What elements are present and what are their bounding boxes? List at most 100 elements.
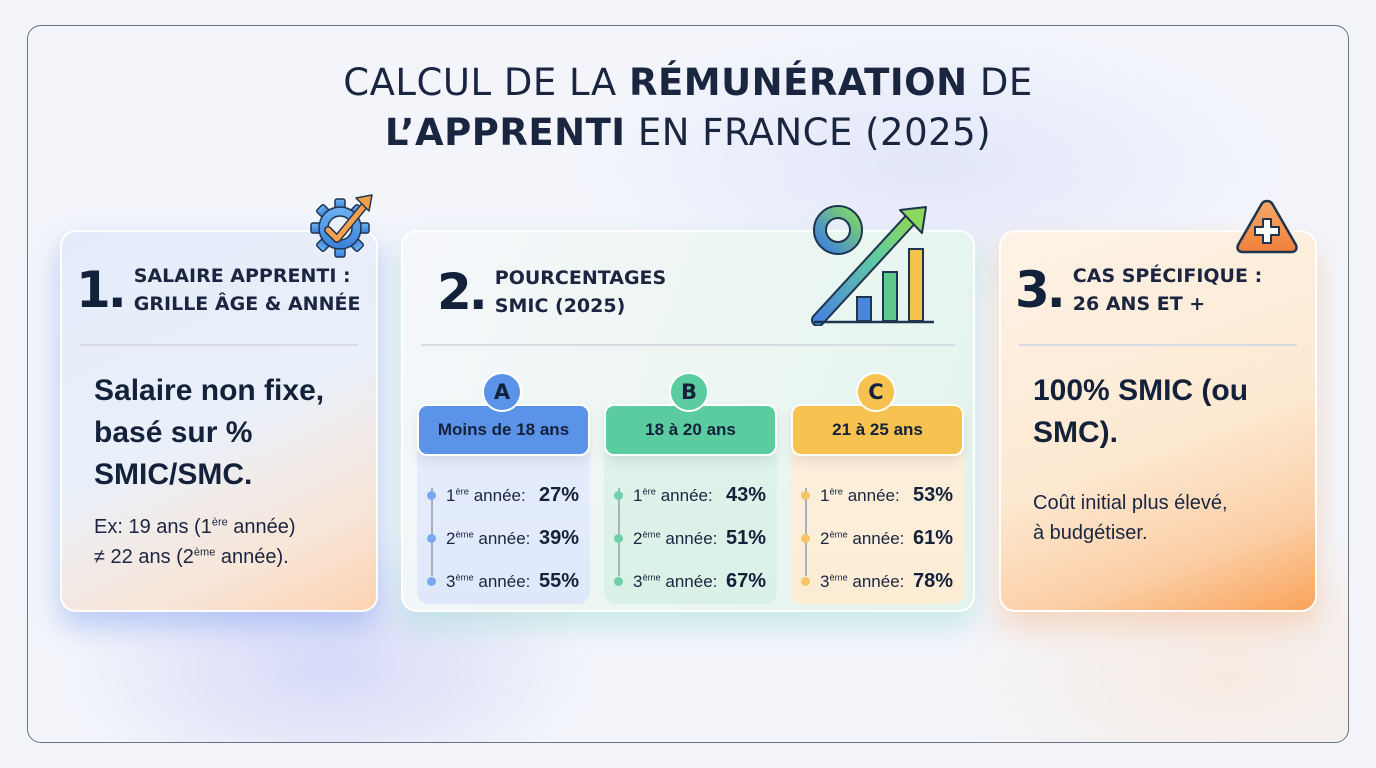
card-example-text: Ex: 19 ans (1ère année) ≠ 22 ans (2ème a… [94, 512, 296, 572]
title-bold: RÉMUNÉRATION [629, 61, 968, 104]
example-text: ≠ 22 ans (2 [94, 546, 194, 568]
title-part: CALCUL DE LA [343, 61, 629, 104]
age-range-label: Moins de 18 ans [417, 404, 590, 456]
rate-value: 39% [539, 527, 580, 549]
superscript: ème [829, 528, 848, 539]
card-number: 3. [1015, 261, 1066, 319]
superscript: ème [193, 546, 216, 559]
age-group-a: A Moins de 18 ans 1ère année: 27% 2ème an… [417, 372, 590, 604]
year-number: 1 [633, 485, 643, 505]
bullet-dot [614, 491, 623, 500]
year-rate-row: 3ème année: 67% [614, 560, 766, 603]
group-letter-badge: B [669, 372, 709, 412]
example-text: année) [227, 516, 296, 538]
card-pourcentages-smic: 2. POURCENTAGES SMIC (2025) A Moins de 1… [401, 230, 975, 612]
year-label: 3ème année: [820, 572, 904, 592]
year-label: 1ère année: [633, 486, 713, 506]
card-main-text: Salaire non fixe, basé sur % SMIC/SMC. [94, 374, 325, 491]
year-label: 1ère année: [820, 486, 900, 506]
superscript: ère [455, 485, 469, 496]
superscript: ème [455, 528, 474, 539]
year-number: 1 [446, 485, 456, 505]
rate-value: 67% [726, 570, 767, 592]
year-number: 1 [820, 485, 830, 505]
year-rate-row: 1ère année: 53% [801, 474, 953, 517]
rate-value: 61% [913, 527, 954, 549]
card-salaire-apprenti: 1. SALAIRE APPRENTI : GRILLE ÂGE & ANNÉE… [60, 230, 378, 612]
year-label: 1ère année: [446, 486, 526, 506]
bullet-dot [801, 491, 810, 500]
bullet-dot [614, 577, 623, 586]
example-text: année). [215, 546, 289, 568]
superscript: ème [642, 528, 661, 539]
year-rate-row: 2ème année: 61% [801, 517, 953, 560]
card-header: 1. SALAIRE APPRENTI : GRILLE ÂGE & ANNÉE [76, 262, 360, 318]
year-text: année: [847, 528, 905, 548]
year-rate-row: 3ème année: 55% [427, 560, 579, 603]
card-note-text: Coût initial plus élevé, à budgétiser. [1033, 488, 1228, 548]
year-text: année: [468, 485, 526, 505]
title-bold: L’APPRENTI [384, 111, 626, 154]
warning-plus-triangle-icon [1234, 197, 1300, 260]
group-letter-badge: A [482, 372, 522, 412]
year-rate-row: 2ème année: 39% [427, 517, 579, 560]
bullet-dot [614, 534, 623, 543]
year-text: année: [473, 571, 531, 591]
year-number: 3 [446, 571, 456, 591]
bullet-dot [801, 534, 810, 543]
year-label: 3ème année: [446, 572, 530, 592]
superscript: ème [455, 571, 474, 582]
card-heading: POURCENTAGES SMIC (2025) [494, 267, 667, 317]
year-number: 2 [820, 528, 830, 548]
bullet-dot [427, 491, 436, 500]
year-number: 3 [633, 571, 643, 591]
note-line: Coût initial plus élevé, [1033, 492, 1228, 514]
bullet-dot [427, 534, 436, 543]
bullet-dot [801, 577, 810, 586]
card-header: 2. POURCENTAGES SMIC (2025) [437, 264, 666, 320]
example-text: Ex: 19 ans (1 [94, 516, 212, 538]
year-number: 2 [446, 528, 456, 548]
superscript: ère [211, 516, 228, 529]
superscript: ère [829, 485, 843, 496]
year-rates-list: 1ère année: 27% 2ème année: 39% 3ème année… [427, 474, 579, 603]
year-text: année: [660, 571, 718, 591]
age-group-c: C 21 à 25 ans 1ère année: 53% 2ème année:… [791, 372, 964, 604]
divider [1019, 344, 1297, 346]
card-heading: SALAIRE APPRENTI : GRILLE ÂGE & ANNÉE [133, 265, 361, 315]
year-text: année: [473, 528, 531, 548]
title-part: DE [967, 61, 1033, 104]
gear-checkmark-arrow-icon [306, 192, 376, 263]
year-label: 2ème année: [446, 529, 530, 549]
card-header: 3. CAS SPÉCIFIQUE : 26 ANS ET + [1015, 262, 1262, 318]
note-line: à budgétiser. [1033, 522, 1148, 544]
age-range-label: 21 à 25 ans [791, 404, 964, 456]
group-letter-badge: C [856, 372, 896, 412]
timeline-line [805, 488, 807, 576]
rate-value: 53% [913, 484, 954, 506]
year-label: 3ème année: [633, 572, 717, 592]
rate-value: 55% [539, 570, 580, 592]
title-part: EN FRANCE (2025) [625, 111, 992, 154]
rate-value: 27% [539, 484, 580, 506]
year-text: année: [842, 485, 900, 505]
year-text: année: [660, 528, 718, 548]
age-group-b: B 18 à 20 ans 1ère année: 43% 2ème année:… [604, 372, 777, 604]
card-cas-specifique: 3. CAS SPÉCIFIQUE : 26 ANS ET + 100% SMI… [999, 230, 1317, 612]
year-rate-row: 2ème année: 51% [614, 517, 766, 560]
year-rate-row: 1ère année: 43% [614, 474, 766, 517]
year-rate-row: 1ère année: 27% [427, 474, 579, 517]
year-text: année: [655, 485, 713, 505]
year-rate-row: 3ème année: 78% [801, 560, 953, 603]
card-main-text: 100% SMIC (ou SMC). [1033, 374, 1249, 449]
divider [80, 344, 358, 346]
superscript: ème [829, 571, 848, 582]
year-text: année: [847, 571, 905, 591]
rate-value: 51% [726, 527, 767, 549]
timeline-line [618, 488, 620, 576]
card-number: 2. [437, 263, 488, 321]
divider [421, 344, 955, 346]
rate-value: 43% [726, 484, 767, 506]
timeline-line [431, 488, 433, 576]
percent-growth-chart-icon [810, 204, 938, 331]
